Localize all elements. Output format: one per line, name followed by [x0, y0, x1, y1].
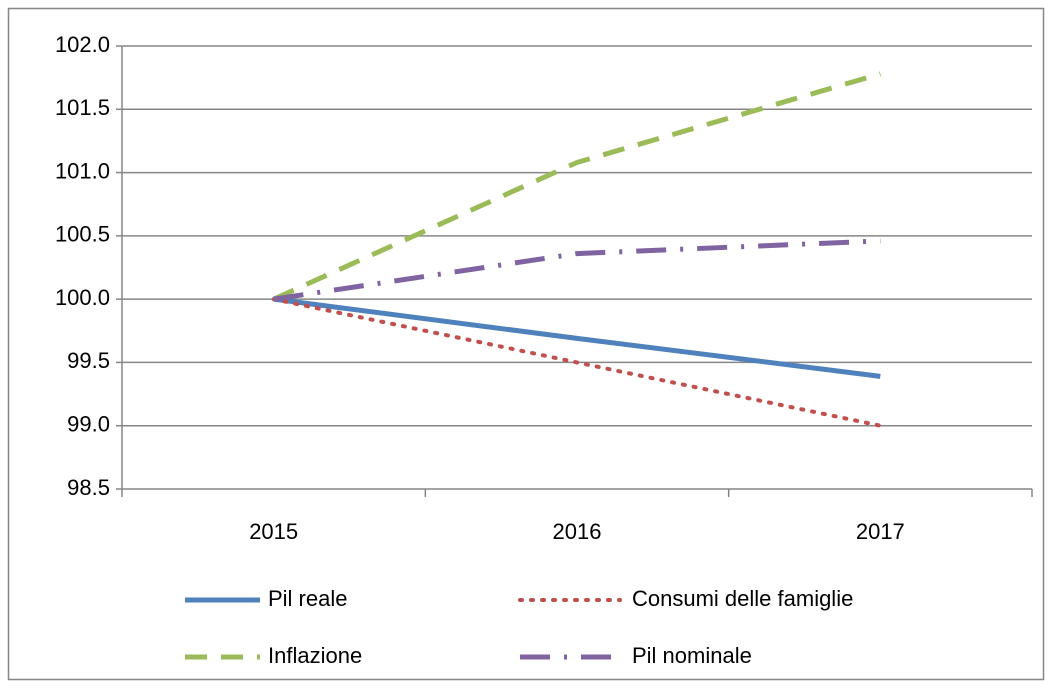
y-tick-label: 100.5 — [55, 222, 110, 247]
series-line — [272, 71, 882, 302]
legend-label: Pil reale — [268, 586, 347, 611]
series-line — [273, 238, 881, 302]
chart-border — [7, 7, 1045, 681]
legend-label: Pil nominale — [632, 643, 752, 668]
y-tick-label: 99.5 — [67, 348, 110, 373]
x-tick-label: 2016 — [553, 519, 602, 544]
series-line — [273, 296, 881, 379]
legend-label: Consumi delle famiglie — [632, 586, 853, 611]
x-tick-label: 2015 — [249, 519, 298, 544]
legend-label: Inflazione — [268, 643, 362, 668]
y-tick-label: 99.0 — [67, 412, 110, 437]
y-tick-label: 101.5 — [55, 95, 110, 120]
series-line — [271, 297, 883, 428]
y-tick-label: 101.0 — [55, 158, 110, 183]
y-tick-label: 98.5 — [67, 475, 110, 500]
y-tick-label: 100.0 — [55, 285, 110, 310]
x-tick-label: 2017 — [856, 519, 905, 544]
y-tick-label: 102.0 — [55, 32, 110, 57]
